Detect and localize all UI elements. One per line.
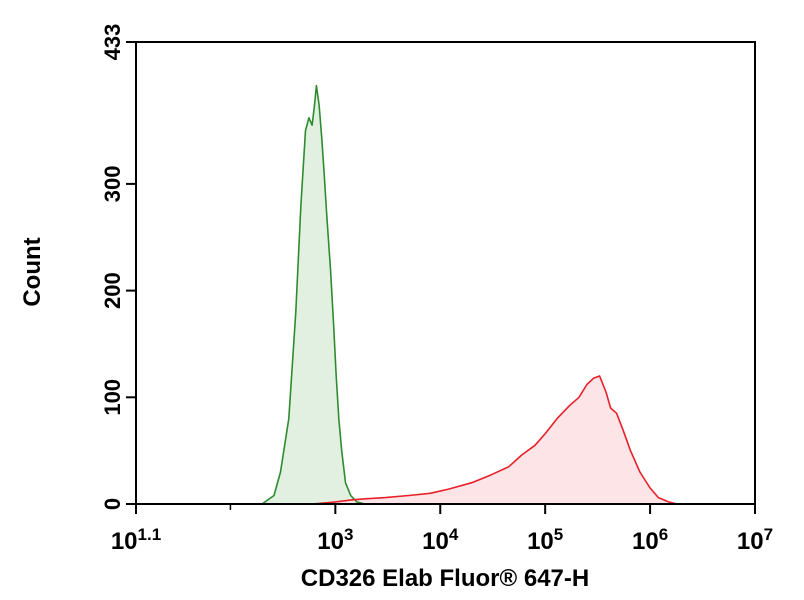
plot-frame [135,41,756,505]
y-axis: 0 100 200 300 433 [100,24,136,510]
x-axis: 101.1 103 104 105 106 107 [111,504,773,555]
x-tick-label: 104 [422,525,459,555]
series-1-line [312,375,678,505]
x-tick-label: 105 [527,525,563,555]
y-tick-label: 100 [100,379,125,416]
y-tick-label: 200 [100,272,125,309]
x-tick-label: 106 [632,525,668,555]
series-0-area [262,85,365,504]
plot-lines [261,84,678,505]
plot-fills [262,85,677,504]
y-tick-label: 0 [100,498,125,510]
x-tick-label: 107 [737,525,773,555]
y-tick-label: 300 [100,166,125,203]
x-tick-label: 101.1 [111,525,161,555]
y-axis-title: Count [19,237,46,306]
x-axis-title: CD326 Elab Fluor® 647-H [301,565,589,592]
x-tick-label: 103 [317,525,353,555]
y-tick-label: 433 [100,24,125,61]
series-1-area [312,376,677,504]
series-0-line [261,84,365,505]
